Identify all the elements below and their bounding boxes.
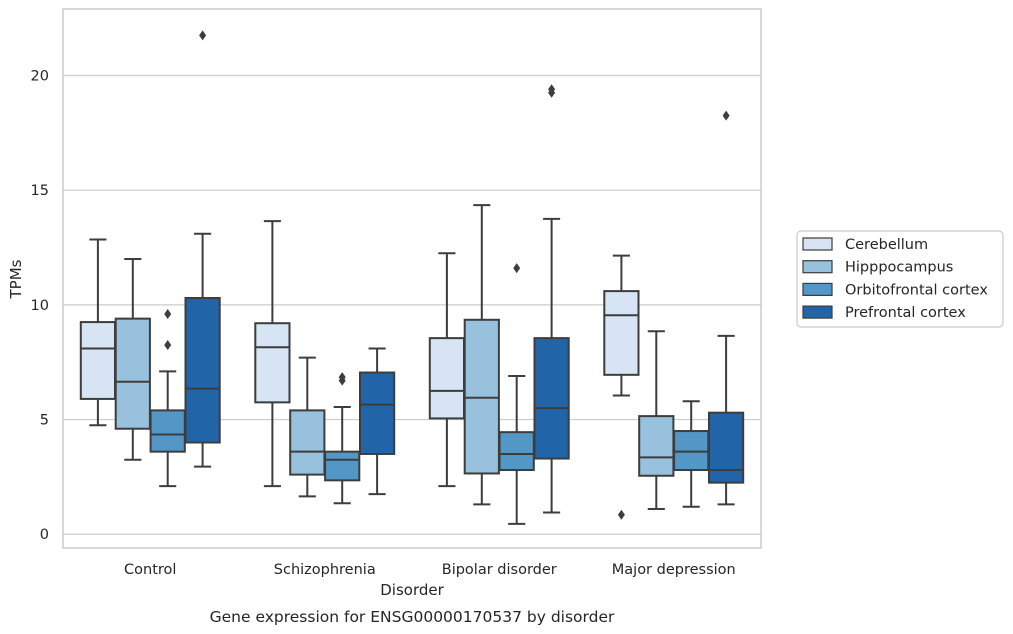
box-group [184,30,221,468]
box-iqr [707,411,745,484]
box-iqr [638,415,675,477]
box-iqr [114,317,151,430]
legend-label: Cerebellum [845,237,928,253]
box-iqr [533,337,570,460]
y-tick-label: 5 [40,413,49,429]
x-tick-label: Control [124,562,176,578]
x-axis-label: Disorder [380,581,444,599]
legend: Cerebellum Hipppocampus Orbitofrontal cort… [796,230,1004,328]
y-tick-label: 15 [31,183,49,199]
figure-caption: Gene expression for ENSG00000170537 by d… [210,608,615,626]
y-tick-label: 10 [31,298,49,314]
box-iqr [673,430,710,472]
box-group [79,238,117,427]
box-iqr [149,409,186,453]
legend-swatch [802,260,833,274]
legend-label: Orbitofrontal cortex [845,282,988,298]
outlier-point [199,30,207,41]
box-group [114,258,151,461]
box-iqr [289,409,326,476]
legend-box [796,230,1004,328]
x-tick-label: Schizophrenia [274,562,376,578]
box-group [254,220,291,488]
box-iqr [463,318,500,475]
box-group [289,356,326,498]
box-group [707,110,745,506]
legend-swatch [802,305,833,319]
box-iqr [603,290,640,376]
outlier-point [722,110,730,121]
x-tick-label: Bipolar disorder [442,562,557,578]
y-tick-label: 0 [40,527,49,543]
box-iqr [184,296,221,444]
box-group [603,254,640,520]
outlier-point [164,340,172,351]
legend-swatch [802,237,833,251]
box-group [673,400,710,508]
legend-label: Hipppocampus [845,260,953,276]
legend-swatch [802,282,833,296]
box-group [498,263,535,525]
y-tick-label: 20 [31,69,49,85]
box-iqr [254,322,291,404]
outlier-point [548,84,556,95]
box-iqr [324,450,361,482]
box-group [149,309,186,488]
outlier-point [338,372,346,383]
box-group [324,372,361,505]
x-axis: Control Schizophrenia Bipolar disorder Majo… [124,562,736,578]
box-group [428,252,466,488]
x-tick-label: Major depression [612,562,736,578]
box-iqr [498,431,535,472]
plot-frame [62,8,762,549]
box-group [533,84,570,514]
outlier-point [617,509,625,520]
y-axis-label: TPMs [7,259,25,299]
outlier-point [513,263,521,274]
box-group [463,204,500,506]
outlier-point [164,309,172,320]
box-group [358,347,396,496]
box-iqr [79,321,117,400]
y-axis: 0 5 10 15 20 [31,69,49,544]
legend-label: Prefrontal cortex [845,305,966,321]
box-groups [79,30,745,525]
box-iqr [428,337,466,420]
box-group [638,330,675,511]
box-iqr [358,371,396,455]
